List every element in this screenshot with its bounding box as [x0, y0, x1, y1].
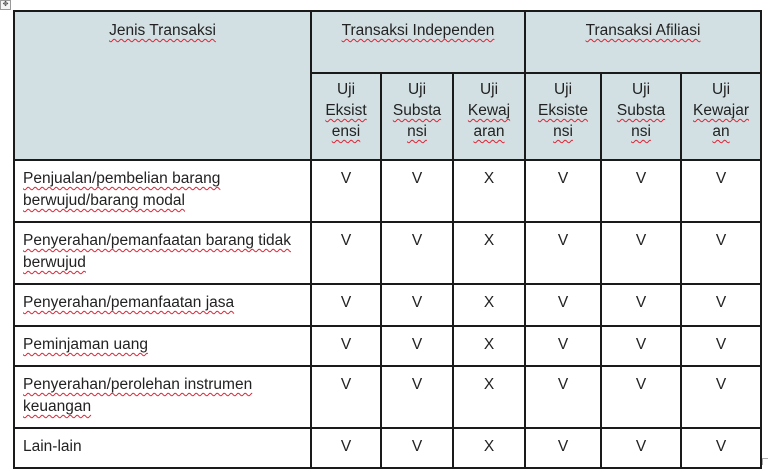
subheader-text: nsi	[631, 123, 651, 140]
row-label: Penyerahan/pemanfaatan barang tidak berw…	[23, 232, 292, 271]
subheader-text: Uji	[479, 81, 499, 98]
value-cell: V	[380, 159, 454, 223]
value-cell: V	[600, 325, 682, 367]
subheader-text: nsi	[407, 123, 427, 140]
value-cell: V	[380, 325, 454, 367]
row-label: Penjualan/pembelian barang berwujud/bara…	[23, 170, 221, 209]
value-cell: V	[680, 325, 762, 367]
table-row: Peminjaman uang V V X V V V	[13, 325, 762, 367]
table-row: Penyerahan/perolehan instrumen keuangan V…	[13, 365, 762, 429]
subheader-text: Uji	[711, 81, 731, 98]
page-corner-mark	[762, 458, 768, 465]
table-row: Penjualan/pembelian barang berwujud/bara…	[13, 159, 762, 223]
header-group-afiliasi: Transaksi Afiliasi	[524, 10, 762, 74]
subheader-text: Kewajar	[693, 102, 749, 119]
row-label: Lain-lain	[23, 438, 82, 455]
value-cell: V	[524, 221, 602, 285]
table-row: Penyerahan/pemanfaatan jasa V V X V V V	[13, 283, 762, 327]
subheader-text: Eksist	[325, 102, 367, 119]
row-label-cell: Lain-lain	[13, 427, 312, 469]
subheader-cell: Uji Kewajar an	[680, 72, 762, 161]
subheader-text: Substa	[616, 102, 666, 119]
subheader-cell: Uji Substa nsi	[600, 72, 682, 161]
value-cell: V	[380, 283, 454, 327]
transaction-table: Jenis Transaksi Transaksi Independen Tra…	[13, 10, 762, 469]
row-label: Penyerahan/perolehan instrumen keuangan	[23, 376, 253, 415]
value-cell: X	[452, 365, 526, 429]
value-cell: V	[524, 283, 602, 327]
value-cell: V	[680, 365, 762, 429]
subheader-cell: Uji Eksiste nsi	[524, 72, 602, 161]
value-cell: V	[680, 221, 762, 285]
value-cell: V	[380, 221, 454, 285]
value-cell: V	[380, 365, 454, 429]
subheader-text: aran	[473, 123, 505, 140]
subheader-text: Uji	[407, 81, 427, 98]
subheader-cell: Uji Substa nsi	[380, 72, 454, 161]
value-cell: V	[524, 365, 602, 429]
row-label-cell: Penyerahan/pemanfaatan barang tidak berw…	[13, 221, 312, 285]
value-cell: V	[600, 427, 682, 469]
value-cell: X	[452, 283, 526, 327]
value-cell: V	[600, 221, 682, 285]
value-cell: V	[380, 427, 454, 469]
value-cell: V	[600, 159, 682, 223]
value-cell: X	[452, 325, 526, 367]
row-label: Peminjaman uang	[23, 336, 148, 353]
subheader-text: Substa	[392, 102, 442, 119]
header-label: Transaksi Afiliasi	[585, 22, 701, 39]
value-cell: V	[524, 325, 602, 367]
subheader-text: nsi	[553, 123, 573, 140]
row-label-cell: Penyerahan/perolehan instrumen keuangan	[13, 365, 312, 429]
value-cell: V	[310, 325, 382, 367]
subheader-text: Uji	[553, 81, 573, 98]
table-move-handle-icon[interactable]: ✥	[0, 0, 11, 10]
header-group-independen: Transaksi Independen	[310, 10, 526, 74]
value-cell: V	[310, 221, 382, 285]
header-jenis-transaksi: Jenis Transaksi	[13, 10, 312, 161]
row-label-cell: Penjualan/pembelian barang berwujud/bara…	[13, 159, 312, 223]
subheader-text: Kewaj	[467, 102, 511, 119]
value-cell: V	[310, 283, 382, 327]
value-cell: V	[680, 159, 762, 223]
value-cell: V	[310, 365, 382, 429]
value-cell: V	[680, 283, 762, 327]
table-row: Penyerahan/pemanfaatan barang tidak berw…	[13, 221, 762, 285]
subheader-cell: Uji Kewaj aran	[452, 72, 526, 161]
row-label-cell: Penyerahan/pemanfaatan jasa	[13, 283, 312, 327]
value-cell: V	[600, 283, 682, 327]
value-cell: V	[600, 365, 682, 429]
value-cell: V	[524, 427, 602, 469]
value-cell: V	[680, 427, 762, 469]
value-cell: X	[452, 159, 526, 223]
row-label: Penyerahan/pemanfaatan jasa	[23, 294, 235, 311]
header-label: Jenis Transaksi	[109, 22, 216, 39]
subheader-text: Eksiste	[538, 102, 588, 119]
subheader-text: Uji	[631, 81, 651, 98]
subheader-text: Uji	[336, 81, 356, 98]
value-cell: V	[310, 159, 382, 223]
header-label: Transaksi Independen	[341, 22, 495, 39]
row-label-cell: Peminjaman uang	[13, 325, 312, 367]
subheader-text: an	[712, 123, 730, 140]
value-cell: X	[452, 221, 526, 285]
subheader-cell: Uji Eksist ensi	[310, 72, 382, 161]
value-cell: V	[524, 159, 602, 223]
value-cell: X	[452, 427, 526, 469]
value-cell: V	[310, 427, 382, 469]
table-row: Lain-lain V V X V V V	[13, 427, 762, 469]
subheader-text: ensi	[331, 123, 361, 140]
